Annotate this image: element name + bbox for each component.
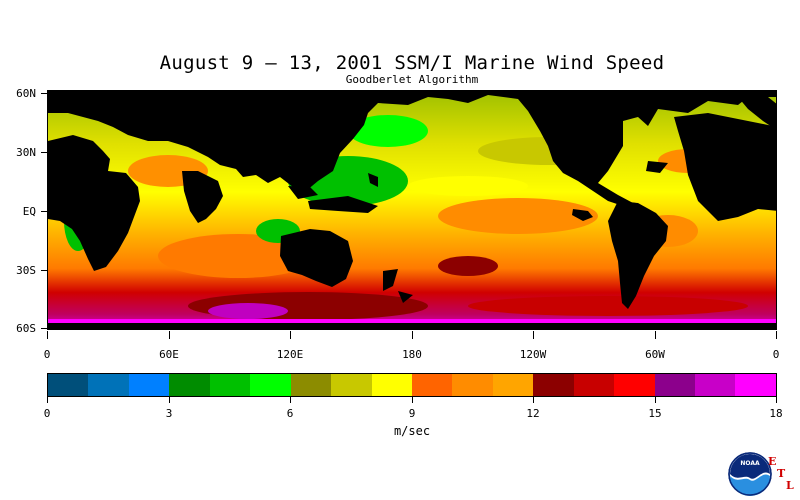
lon-label-60e: 60E: [159, 348, 179, 361]
color-swatch-15: [654, 374, 695, 396]
scale-tick: [169, 397, 170, 403]
color-scale-bar: [47, 373, 777, 397]
scale-label-6: 6: [286, 407, 294, 420]
color-swatch-10: [452, 374, 493, 396]
color-swatch-17: [735, 374, 776, 396]
lon-label-120e: 120E: [276, 348, 304, 361]
color-swatch-3: [169, 374, 210, 396]
lat-tick: [41, 152, 47, 153]
scale-tick: [655, 397, 656, 403]
lon-tick: [290, 331, 291, 339]
etl-letter-t: T: [777, 467, 786, 480]
etl-letter-l: L: [786, 479, 794, 492]
color-swatch-16: [695, 374, 736, 396]
color-swatch-2: [128, 374, 170, 396]
scale-label-12: 12: [526, 407, 540, 420]
color-swatch-12: [533, 374, 574, 396]
scale-tick: [412, 397, 413, 403]
lon-tick: [655, 331, 656, 339]
lat-label-eq: EQ: [22, 205, 36, 218]
etl-letter-e: E: [768, 455, 777, 468]
scale-label-15: 15: [648, 407, 662, 420]
color-swatch-7: [331, 374, 372, 396]
lon-tick: [533, 331, 534, 339]
lat-label-60n: 60N: [16, 87, 36, 100]
lon-label-0: 0: [43, 348, 51, 361]
scale-units: m/sec: [393, 424, 431, 438]
scale-tick: [47, 397, 48, 403]
lon-tick: [776, 331, 777, 339]
lon-tick: [412, 331, 413, 339]
color-swatch-1: [88, 374, 129, 396]
color-swatch-5: [250, 374, 291, 396]
map-title: August 9 – 13, 2001 SSM/I Marine Wind Sp…: [159, 52, 665, 74]
color-swatch-13: [573, 374, 615, 396]
color-swatch-11: [492, 374, 534, 396]
lat-label-30n: 30N: [16, 146, 36, 159]
color-swatch-6: [290, 374, 332, 396]
lat-tick: [41, 93, 47, 94]
lat-label-30s: 30S: [16, 264, 36, 277]
lat-label-60s: 60S: [16, 322, 36, 335]
scale-tick: [290, 397, 291, 403]
lon-label-120w: 120W: [519, 348, 547, 361]
scale-tick: [533, 397, 534, 403]
lon-label-180: 180: [402, 348, 422, 361]
wind-speed-map: [47, 90, 777, 330]
map-subtitle: Goodberlet Algorithm: [345, 73, 479, 86]
color-swatch-14: [614, 374, 655, 396]
lon-tick: [47, 331, 48, 339]
scale-tick: [776, 397, 777, 403]
noaa-logo-icon: NOAA: [728, 452, 772, 496]
map-svg: [48, 91, 776, 329]
color-swatch-0: [48, 374, 89, 396]
landmasses: [48, 91, 776, 329]
color-swatch-4: [209, 374, 251, 396]
color-swatch-8: [371, 374, 412, 396]
scale-label-9: 9: [408, 407, 416, 420]
color-swatch-9: [411, 374, 453, 396]
lon-tick: [169, 331, 170, 339]
lat-tick: [41, 270, 47, 271]
lat-tick: [41, 211, 47, 212]
scale-label-18: 18: [769, 407, 783, 420]
noaa-logo-text: NOAA: [740, 460, 760, 467]
lat-tick: [41, 328, 47, 329]
lon-label-60w: 60W: [645, 348, 665, 361]
lon-label-0-east: 0: [772, 348, 780, 361]
scale-label-0: 0: [43, 407, 51, 420]
scale-label-3: 3: [165, 407, 173, 420]
